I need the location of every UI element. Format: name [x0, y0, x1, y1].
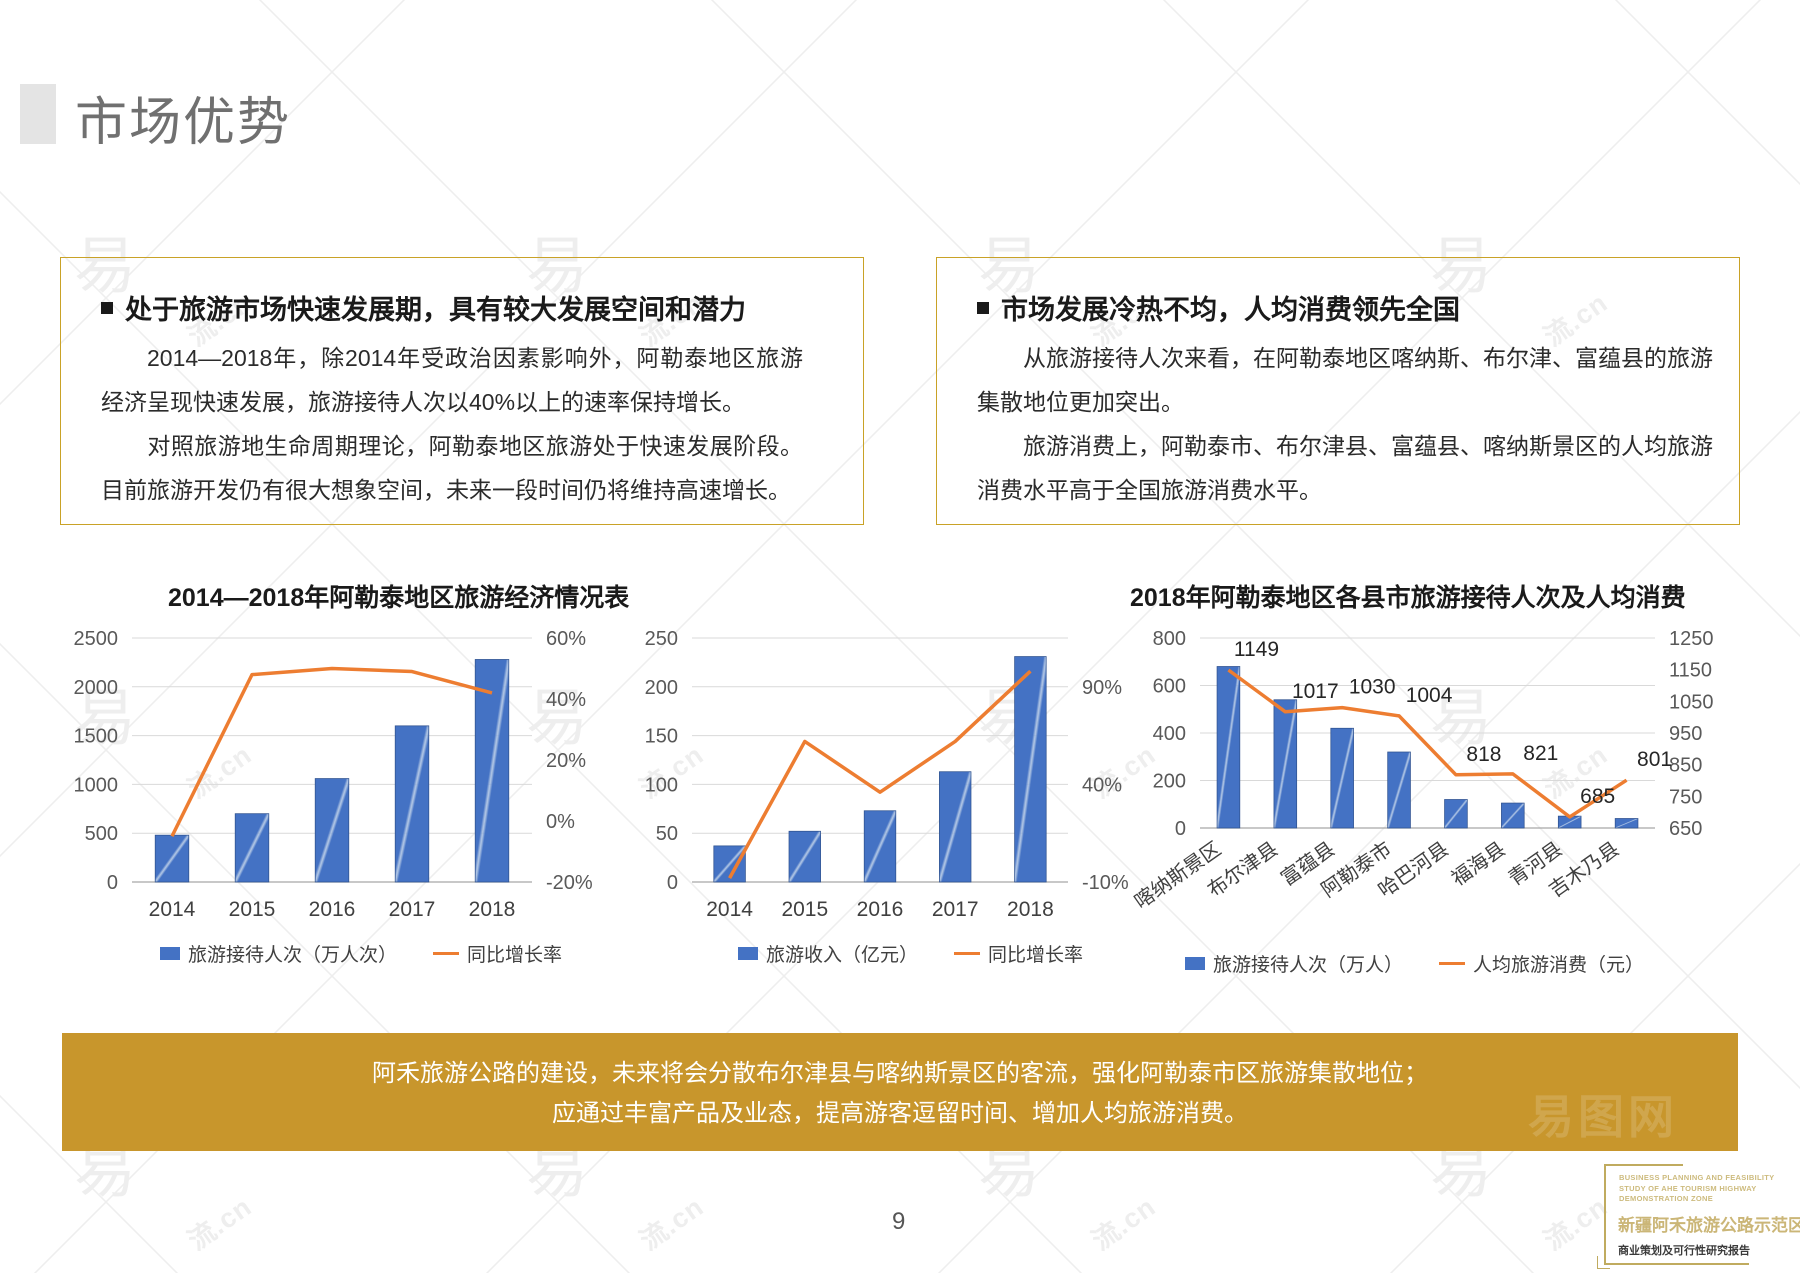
- svg-text:2500: 2500: [74, 628, 119, 650]
- svg-text:0: 0: [107, 872, 118, 894]
- svg-text:2000: 2000: [74, 677, 119, 699]
- svg-text:60%: 60%: [546, 628, 586, 650]
- svg-text:821: 821: [1523, 742, 1558, 765]
- svg-text:40%: 40%: [546, 689, 586, 711]
- svg-text:400: 400: [1153, 723, 1186, 745]
- svg-text:150: 150: [645, 726, 678, 748]
- svg-text:2016: 2016: [857, 898, 904, 921]
- svg-text:800: 800: [1153, 628, 1186, 650]
- svg-text:818: 818: [1466, 743, 1501, 766]
- svg-text:200: 200: [1153, 771, 1186, 793]
- svg-text:2016: 2016: [309, 898, 356, 921]
- svg-text:685: 685: [1580, 785, 1615, 808]
- svg-text:600: 600: [1153, 676, 1186, 698]
- svg-text:0%: 0%: [546, 811, 575, 833]
- svg-text:1150: 1150: [1669, 660, 1712, 682]
- svg-text:1004: 1004: [1406, 684, 1453, 707]
- svg-text:2014: 2014: [149, 898, 196, 921]
- svg-text:0: 0: [667, 872, 678, 894]
- svg-text:喀纳斯景区: 喀纳斯景区: [1130, 837, 1225, 913]
- svg-text:850: 850: [1669, 755, 1702, 777]
- svg-text:1030: 1030: [1349, 676, 1396, 699]
- svg-text:100: 100: [645, 774, 678, 796]
- svg-text:2018: 2018: [469, 898, 516, 921]
- svg-text:50: 50: [656, 823, 678, 845]
- svg-text:2014: 2014: [706, 898, 753, 921]
- svg-text:2017: 2017: [389, 898, 436, 921]
- svg-text:90%: 90%: [1082, 677, 1122, 699]
- svg-text:750: 750: [1669, 786, 1702, 808]
- svg-text:1149: 1149: [1234, 638, 1279, 661]
- svg-text:2015: 2015: [229, 898, 276, 921]
- svg-text:250: 250: [645, 628, 678, 650]
- svg-text:200: 200: [645, 677, 678, 699]
- svg-text:500: 500: [85, 823, 118, 845]
- svg-text:福海县: 福海县: [1447, 837, 1509, 890]
- svg-text:2018: 2018: [1007, 898, 1054, 921]
- svg-text:40%: 40%: [1082, 774, 1122, 796]
- svg-text:2017: 2017: [932, 898, 979, 921]
- svg-text:2015: 2015: [781, 898, 828, 921]
- svg-text:-20%: -20%: [546, 872, 593, 894]
- svg-text:-10%: -10%: [1082, 872, 1129, 894]
- svg-text:950: 950: [1669, 723, 1702, 745]
- svg-text:0: 0: [1175, 818, 1186, 840]
- svg-text:801: 801: [1637, 748, 1672, 771]
- svg-text:1000: 1000: [74, 774, 119, 796]
- svg-text:650: 650: [1669, 818, 1702, 840]
- svg-text:1250: 1250: [1669, 628, 1714, 650]
- svg-text:20%: 20%: [546, 750, 586, 772]
- svg-text:1017: 1017: [1292, 680, 1339, 703]
- svg-text:1050: 1050: [1669, 691, 1714, 713]
- svg-text:1500: 1500: [74, 726, 119, 748]
